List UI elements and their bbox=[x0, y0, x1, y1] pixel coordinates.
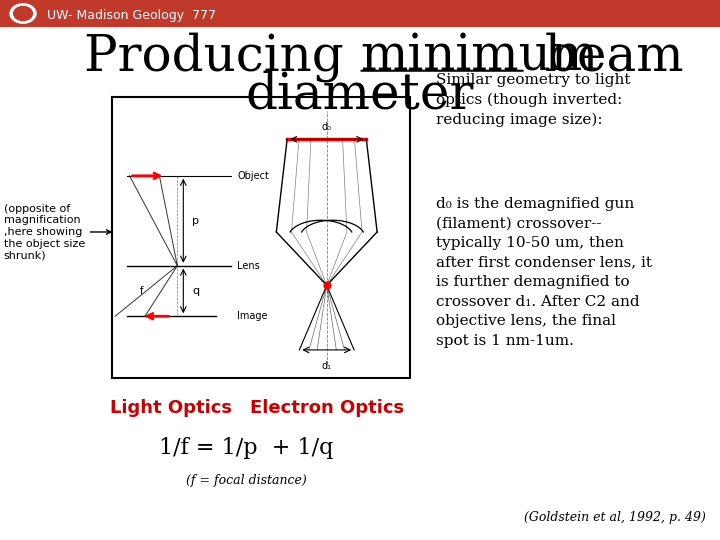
Circle shape bbox=[14, 6, 32, 21]
Text: minimum: minimum bbox=[360, 32, 598, 82]
Text: d₁: d₁ bbox=[322, 361, 332, 371]
Text: Similar geometry to light
optics (though inverted:
reducing image size):: Similar geometry to light optics (though… bbox=[436, 73, 630, 127]
Text: Light Optics: Light Optics bbox=[110, 399, 233, 417]
Bar bbox=[112, 97, 410, 378]
Text: p: p bbox=[192, 216, 199, 226]
Text: Lens: Lens bbox=[237, 261, 260, 271]
Text: d₀: d₀ bbox=[322, 122, 332, 132]
Text: Producing: Producing bbox=[84, 32, 360, 82]
Text: (Goldstein et al, 1992, p. 49): (Goldstein et al, 1992, p. 49) bbox=[523, 511, 706, 524]
Text: UW- Madison Geology  777: UW- Madison Geology 777 bbox=[47, 9, 216, 22]
Text: beam: beam bbox=[529, 32, 684, 82]
Text: 1/f = 1/p  + 1/q: 1/f = 1/p + 1/q bbox=[159, 437, 333, 459]
Text: (opposite of
magnification
,here showing
the object size
shrunk): (opposite of magnification ,here showing… bbox=[4, 204, 111, 260]
Bar bbox=[0, 0, 720, 27]
Text: diameter: diameter bbox=[246, 70, 474, 119]
Text: q: q bbox=[192, 286, 199, 296]
Text: Image: Image bbox=[237, 311, 268, 321]
Text: d₀ is the demagnified gun
(filament) crossover--
typically 10-50 um, then
after : d₀ is the demagnified gun (filament) cro… bbox=[436, 197, 652, 348]
Text: f: f bbox=[140, 286, 143, 296]
Text: (f = focal distance): (f = focal distance) bbox=[186, 474, 307, 487]
Circle shape bbox=[10, 4, 36, 23]
Text: Object: Object bbox=[237, 171, 269, 181]
Text: Electron Optics: Electron Optics bbox=[250, 399, 404, 417]
